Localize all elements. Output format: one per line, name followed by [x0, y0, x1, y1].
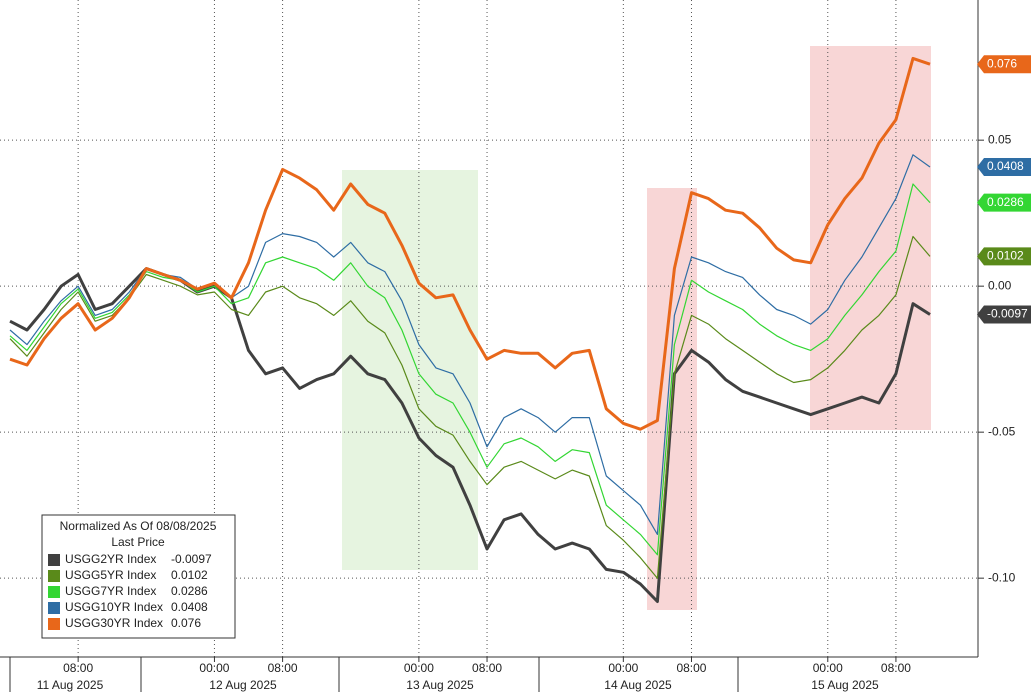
x-tick-label: 08:00	[472, 661, 502, 675]
day-label: 11 Aug 2025	[37, 678, 104, 692]
y-tick-label: -0.10	[988, 570, 1016, 584]
x-tick-label: 00:00	[404, 661, 434, 675]
legend-label: USGG2YR Index	[65, 552, 156, 566]
legend-swatch	[48, 618, 60, 630]
legend-title: Normalized As Of 08/08/2025	[60, 519, 217, 533]
last-value-tag	[977, 55, 1031, 74]
last-value-tag	[977, 305, 1031, 324]
last-value-label: 0.0102	[987, 249, 1024, 263]
x-tick-label: 00:00	[608, 661, 638, 675]
legend-swatch	[48, 570, 60, 582]
last-value-label: -0.0097	[987, 307, 1028, 321]
legend-swatch	[48, 602, 60, 614]
x-tick-label: 08:00	[63, 661, 93, 675]
x-tick-label: 08:00	[268, 661, 298, 675]
legend-label: USGG7YR Index	[65, 584, 156, 598]
x-tick-label: 00:00	[199, 661, 229, 675]
last-value-tag	[977, 247, 1031, 266]
series-line	[9, 183, 931, 556]
x-tick-label: 08:00	[676, 661, 706, 675]
legend-box	[41, 514, 236, 639]
last-value-label: 0.0408	[987, 159, 1024, 173]
legend-value: 0.076	[171, 616, 201, 630]
legend-swatch	[48, 586, 60, 598]
legend-label: USGG30YR Index	[65, 616, 163, 630]
last-value-tag	[977, 193, 1031, 212]
y-tick-label: 0.05	[988, 132, 1012, 146]
grid	[0, 0, 978, 657]
day-label: 13 Aug 2025	[406, 678, 474, 692]
day-label: 14 Aug 2025	[604, 678, 672, 692]
legend-subtitle: Last Price	[111, 535, 165, 549]
x-tick-label: 00:00	[813, 661, 843, 675]
legend-swatch	[48, 554, 60, 566]
last-value-tags: -0.0097 0.0102 0.0286 0.0408 0.076	[977, 55, 1031, 324]
day-label: 15 Aug 2025	[811, 678, 879, 692]
series-line	[9, 235, 931, 579]
x-tick-label: 08:00	[881, 661, 911, 675]
last-value-label: 0.076	[987, 56, 1017, 70]
legend-label: USGG10YR Index	[65, 600, 163, 614]
y-tick-label: 0.00	[988, 278, 1012, 292]
lines	[9, 56, 931, 603]
legend-value: -0.0097	[171, 552, 212, 566]
last-value-tag	[977, 158, 1031, 177]
legend-label: USGG5YR Index	[65, 568, 156, 582]
legend-value: 0.0102	[171, 568, 208, 582]
y-tick-label: -0.05	[988, 424, 1016, 438]
series-line	[9, 56, 931, 431]
legend-value: 0.0286	[171, 584, 208, 598]
legend-value: 0.0408	[171, 600, 208, 614]
day-label: 12 Aug 2025	[209, 678, 277, 692]
day-separators	[9, 657, 739, 692]
last-value-label: 0.0286	[987, 195, 1024, 209]
